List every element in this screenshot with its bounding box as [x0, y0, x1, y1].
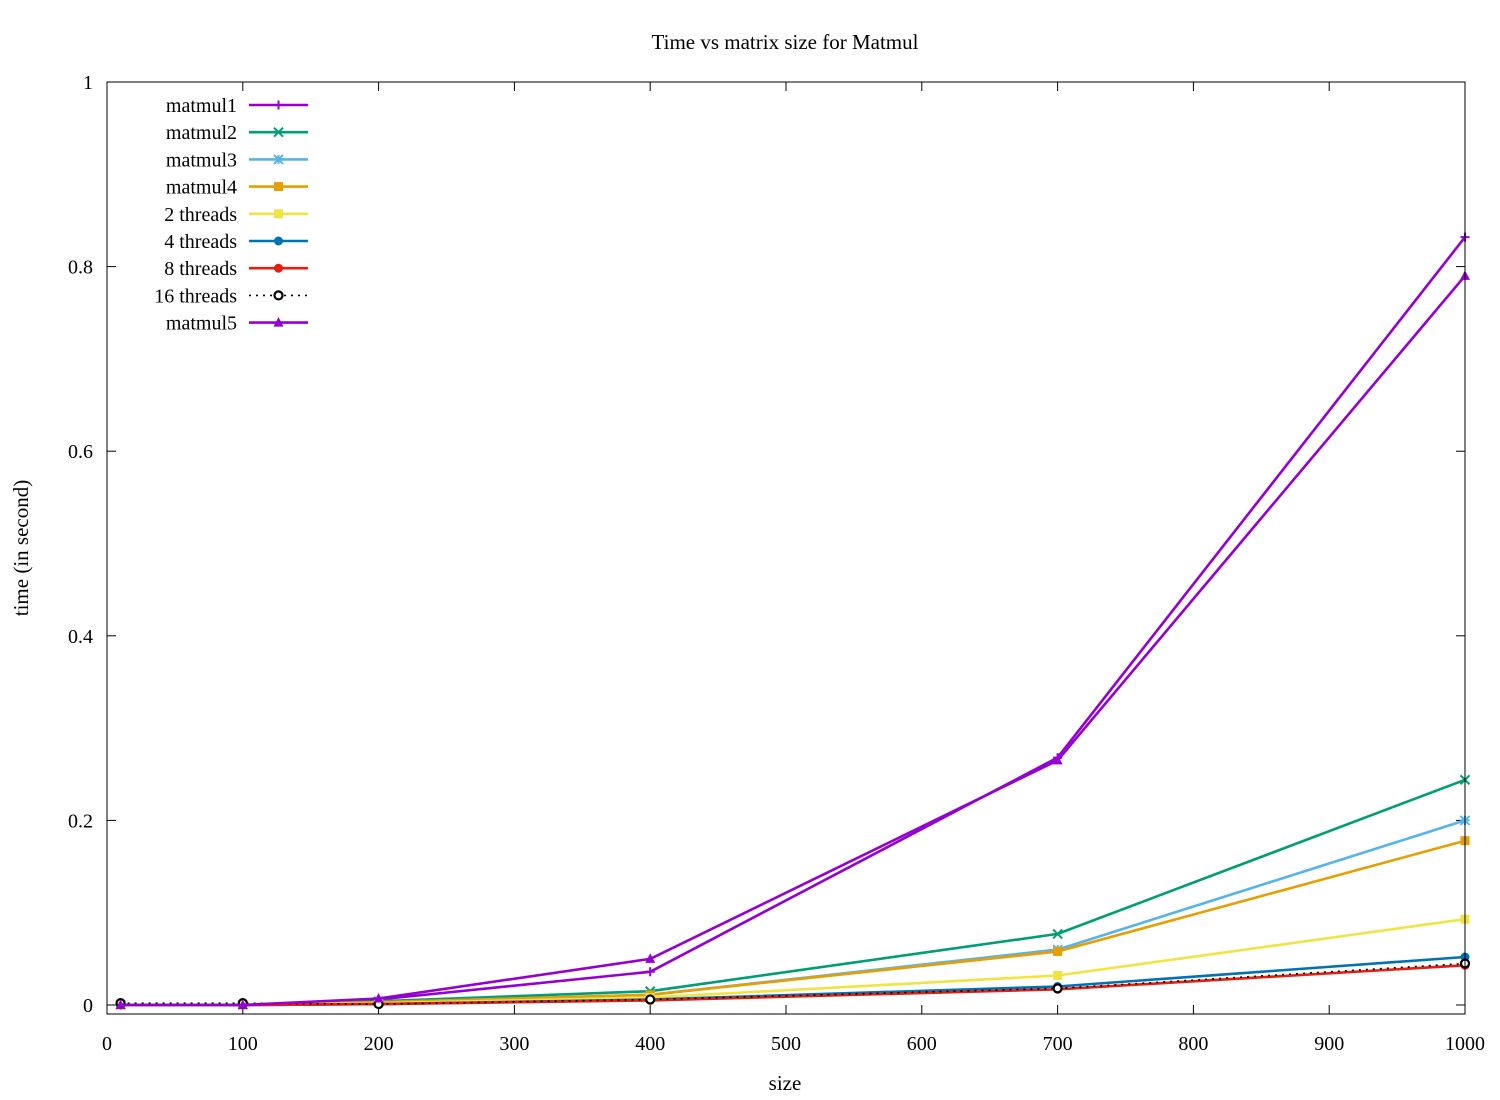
y-axis-label: time (in second)	[9, 480, 33, 616]
legend-label: matmul4	[166, 177, 237, 199]
data-point	[237, 999, 248, 1009]
legend-marker	[274, 182, 283, 192]
triangle-marker-icon	[273, 317, 284, 327]
legend-label: matmul5	[166, 313, 237, 335]
x-tick-label: 100	[228, 1033, 258, 1055]
legend-marker	[273, 317, 284, 327]
legend-label: matmul1	[166, 95, 237, 117]
legend-item: 8 threads	[164, 258, 308, 280]
asterisk-marker-icon	[273, 154, 284, 165]
circle-marker-icon	[274, 236, 283, 246]
data-point	[645, 953, 656, 963]
legend-label: matmul2	[166, 122, 237, 144]
legend-item: 2 threads	[164, 204, 308, 226]
y-tick-label: 0.6	[68, 441, 93, 463]
y-tick-label: 0.2	[68, 810, 93, 832]
x-tick-label: 500	[771, 1033, 801, 1055]
legend: matmul1 matmul2 matmul3 matmul4 2 threads 4 t…	[154, 95, 308, 335]
legend-item: matmul4	[166, 177, 308, 199]
legend-item: matmul5	[166, 313, 308, 335]
legend-item: matmul1	[166, 95, 308, 117]
y-tick-label: 0.8	[68, 257, 93, 279]
data-point	[645, 994, 656, 1005]
x-tick-label: 600	[907, 1033, 937, 1055]
series-line	[120, 962, 1466, 1005]
legend-item: 16 threads	[154, 285, 308, 307]
cross-marker-icon	[1052, 928, 1063, 940]
plot-lines	[115, 232, 1471, 1011]
square-marker-icon	[274, 209, 283, 219]
cross-marker-icon	[273, 126, 284, 138]
legend-item: matmul2	[166, 122, 308, 144]
data-point	[1053, 970, 1063, 980]
legend-marker	[274, 263, 283, 273]
y-tick-label: 0	[83, 995, 93, 1017]
triangle-marker-icon	[1052, 754, 1063, 765]
legend-marker	[274, 209, 283, 219]
plus-marker-icon	[645, 967, 655, 977]
square-marker-icon	[1053, 970, 1063, 980]
x-tick-label: 300	[499, 1033, 529, 1055]
triangle-marker-icon	[115, 999, 126, 1009]
data-point	[1052, 928, 1063, 940]
plot-frame	[106, 81, 1466, 1015]
data-point	[1053, 946, 1063, 956]
legend-label: 4 threads	[164, 231, 237, 253]
open-circle-marker-icon	[645, 994, 656, 1005]
x-tick-label: 400	[635, 1033, 665, 1055]
data-point	[115, 999, 126, 1009]
x-tick-label: 0	[102, 1033, 112, 1055]
square-marker-icon	[1053, 946, 1063, 956]
x-tick-label: 700	[1043, 1033, 1073, 1055]
x-tick-label: 200	[364, 1033, 394, 1055]
legend-label: 8 threads	[164, 258, 237, 280]
legend-marker	[273, 290, 284, 301]
open-circle-marker-icon	[273, 290, 284, 301]
square-marker-icon	[274, 182, 283, 192]
legend-label: matmul3	[166, 149, 237, 171]
axis-ticks: 0 100 200 300 400 500 600 700 800 900 1000 0 0.2 0.4 0…	[68, 72, 1485, 1055]
data-point	[373, 993, 384, 1003]
chart-title: Time vs matrix size for Matmul	[652, 30, 919, 54]
open-circle-marker-icon	[1052, 983, 1063, 994]
triangle-marker-icon	[373, 993, 384, 1003]
legend-item: 4 threads	[164, 231, 308, 253]
data-point	[645, 967, 655, 977]
legend-label: 16 threads	[154, 285, 237, 307]
legend-marker	[273, 126, 284, 138]
x-tick-label: 900	[1314, 1033, 1344, 1055]
plus-marker-icon	[274, 100, 283, 110]
legend-marker	[273, 154, 284, 165]
legend-marker	[274, 100, 283, 110]
series-line	[120, 274, 1466, 1007]
legend-item: matmul3	[166, 149, 308, 171]
data-point	[1052, 754, 1063, 765]
triangle-marker-icon	[237, 999, 248, 1009]
x-axis-label: size	[769, 1071, 802, 1095]
series-matmul5	[115, 270, 1470, 1009]
legend-label: 2 threads	[164, 204, 237, 226]
legend-marker	[274, 236, 283, 246]
circle-marker-icon	[274, 263, 283, 273]
x-tick-label: 800	[1178, 1033, 1208, 1055]
y-tick-label: 0.4	[68, 626, 93, 648]
data-point	[1052, 983, 1063, 994]
x-tick-label: 1000	[1445, 1033, 1485, 1055]
y-tick-label: 1	[83, 72, 93, 94]
triangle-marker-icon	[645, 953, 656, 963]
